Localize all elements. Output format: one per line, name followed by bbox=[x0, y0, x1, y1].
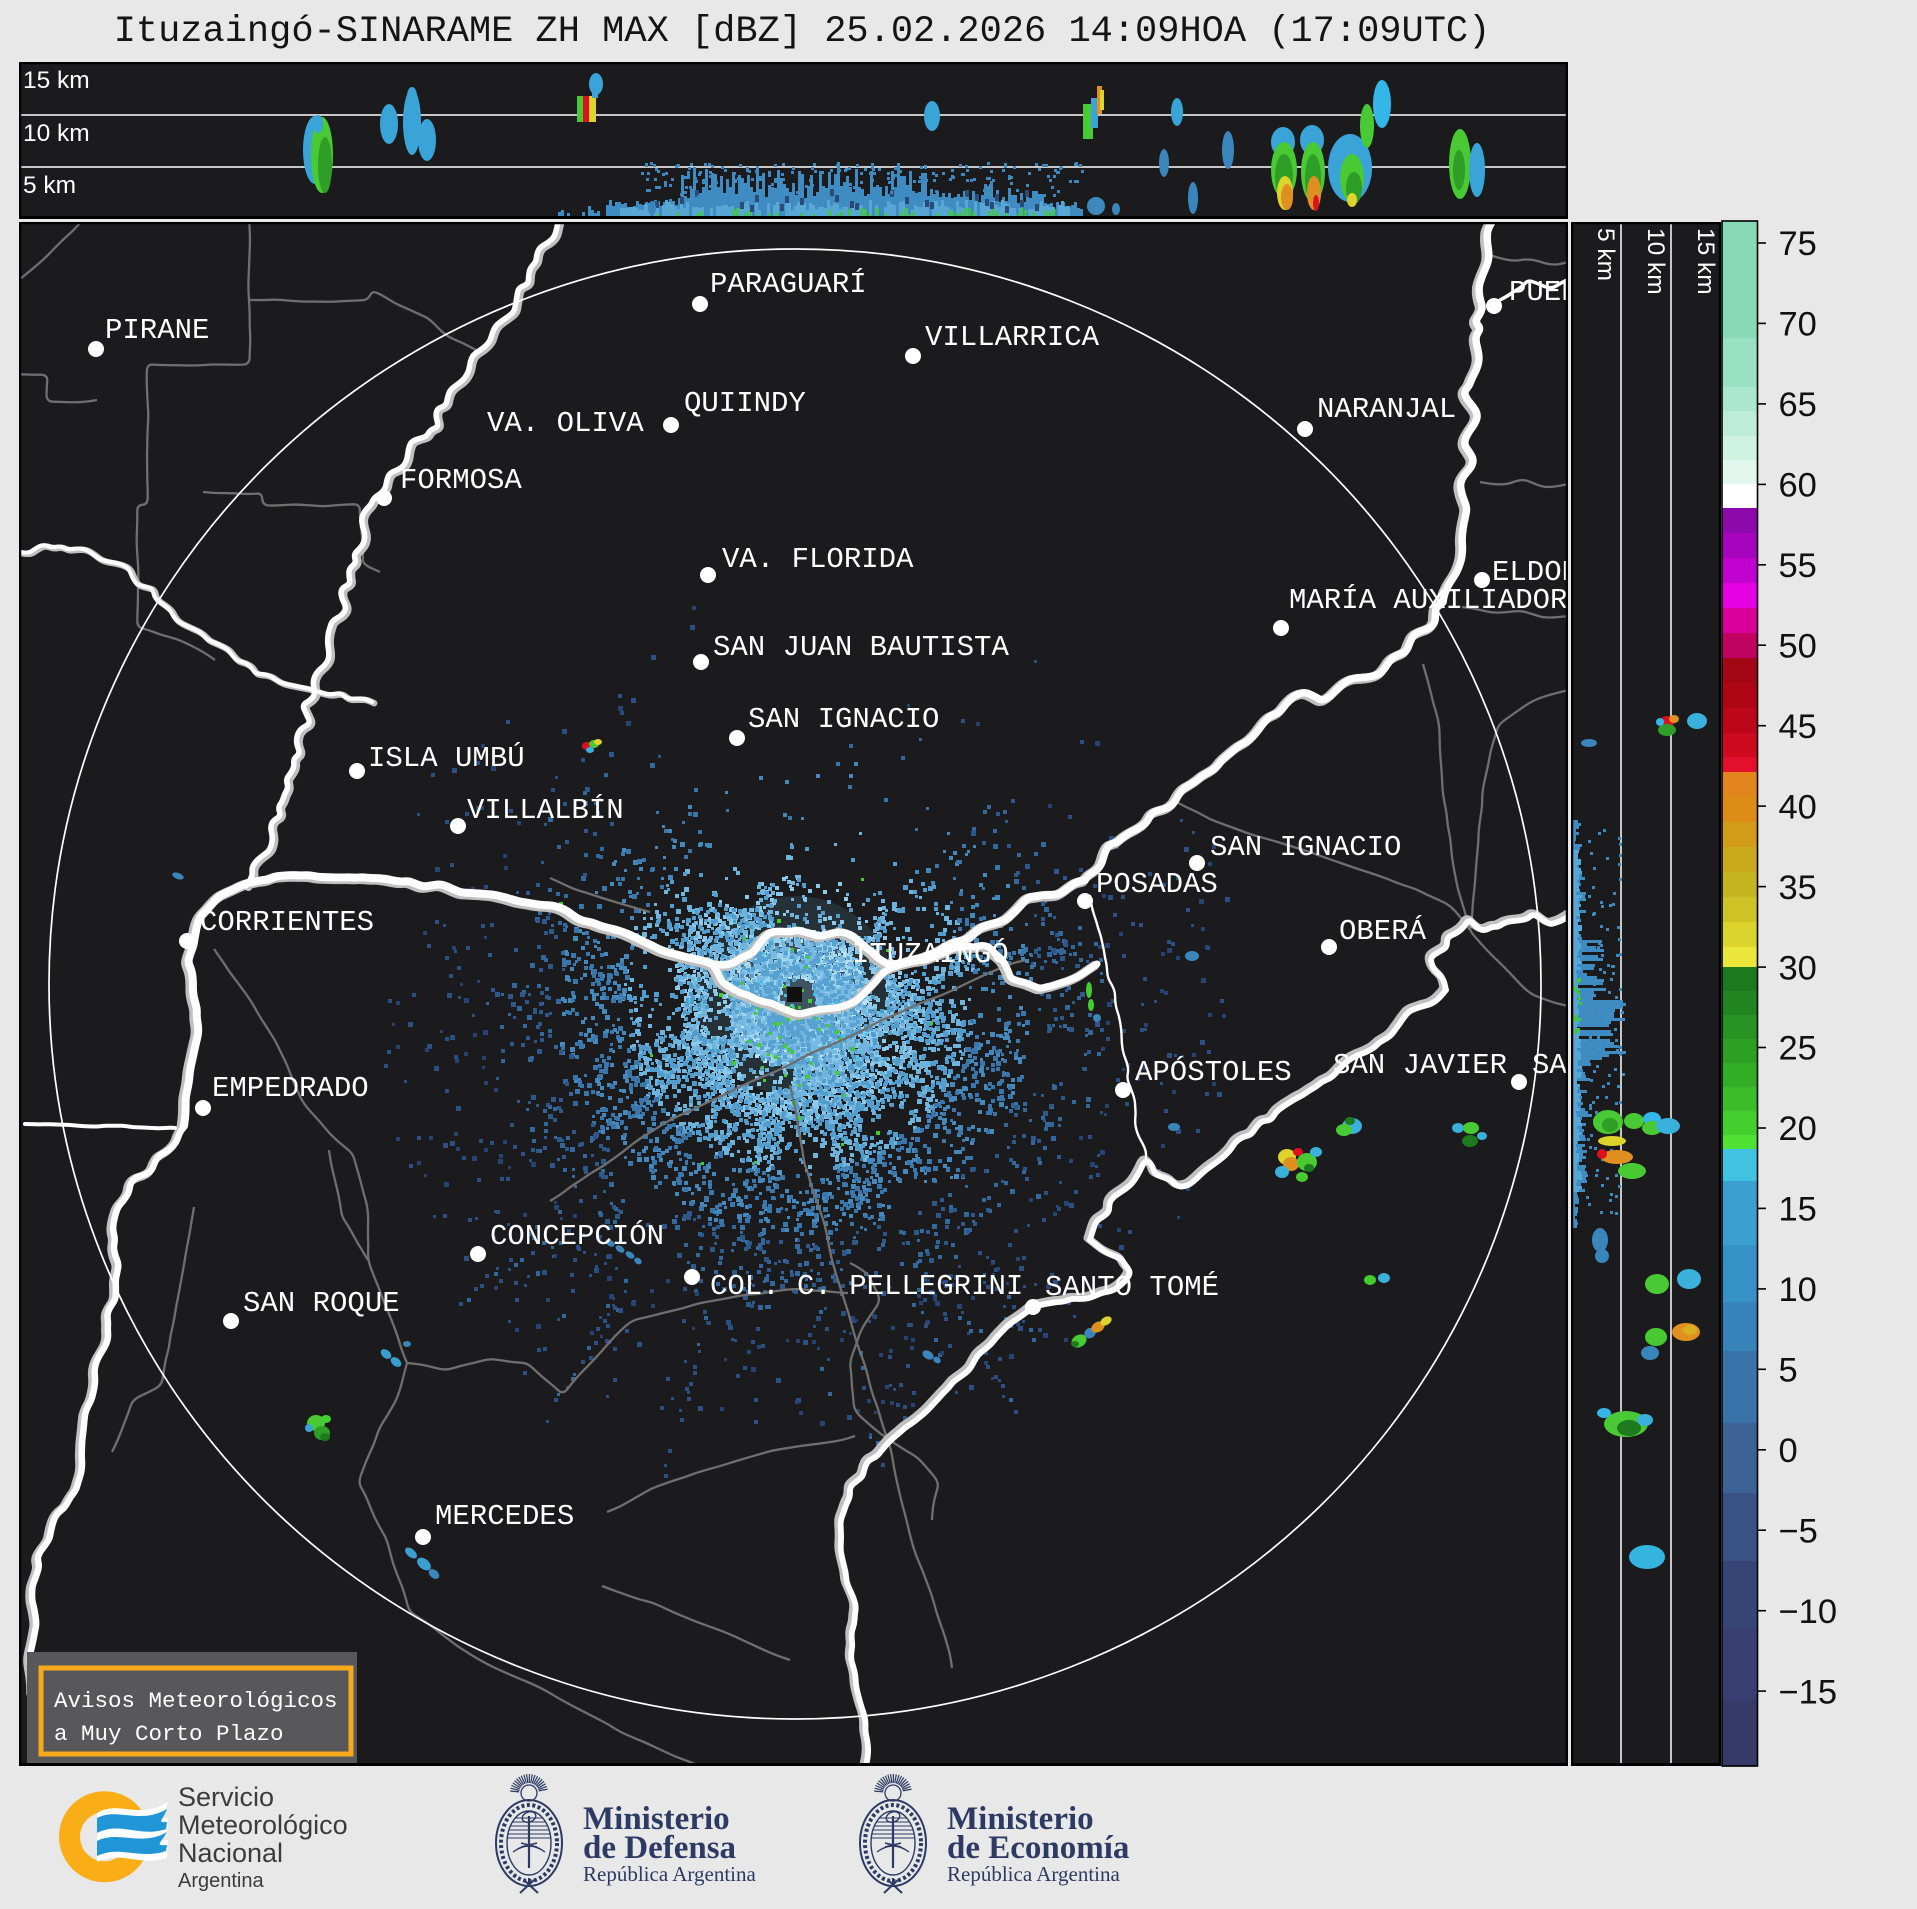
svg-text:0: 0 bbox=[1779, 1432, 1798, 1470]
svg-text:55: 55 bbox=[1779, 547, 1817, 585]
svg-text:PIRANE: PIRANE bbox=[105, 314, 209, 347]
svg-text:SAN ROQUE: SAN ROQUE bbox=[243, 1287, 400, 1320]
svg-text:35: 35 bbox=[1779, 869, 1817, 907]
svg-text:POSADAS: POSADAS bbox=[1096, 868, 1218, 901]
svg-text:10 km: 10 km bbox=[23, 120, 90, 147]
svg-text:FORMOSA: FORMOSA bbox=[400, 464, 522, 497]
svg-text:COL. C. PELLEGRINI: COL. C. PELLEGRINI bbox=[710, 1270, 1023, 1303]
svg-text:PUERTO RICO: PUERTO RICO bbox=[1509, 276, 1568, 309]
svg-text:SANTO TOMÉ: SANTO TOMÉ bbox=[1045, 1270, 1219, 1304]
svg-text:20: 20 bbox=[1779, 1110, 1817, 1148]
svg-text:ISLA UMBÚ: ISLA UMBÚ bbox=[368, 741, 525, 775]
svg-text:OBERÁ: OBERÁ bbox=[1339, 914, 1427, 948]
svg-text:Ministerio: Ministerio bbox=[947, 1801, 1094, 1837]
svg-text:República Argentina: República Argentina bbox=[583, 1862, 756, 1886]
svg-text:de Economía: de Economía bbox=[947, 1830, 1129, 1866]
svg-text:Ministerio: Ministerio bbox=[583, 1801, 730, 1837]
svg-text:VILLALBÍN: VILLALBÍN bbox=[467, 793, 624, 827]
svg-text:10: 10 bbox=[1779, 1271, 1817, 1309]
svg-text:5: 5 bbox=[1779, 1352, 1798, 1390]
svg-text:SAN IGNACIO: SAN IGNACIO bbox=[748, 703, 939, 736]
svg-text:QUIINDY: QUIINDY bbox=[684, 387, 806, 420]
svg-text:−10: −10 bbox=[1779, 1593, 1838, 1631]
svg-text:25: 25 bbox=[1779, 1030, 1817, 1068]
svg-text:SAN: SAN bbox=[1532, 1049, 1568, 1082]
svg-text:5 km: 5 km bbox=[23, 172, 76, 199]
svg-text:ELDORADO: ELDORADO bbox=[1492, 556, 1568, 589]
svg-text:Argentina: Argentina bbox=[178, 1870, 264, 1892]
svg-text:−15: −15 bbox=[1779, 1673, 1838, 1711]
svg-text:10 km: 10 km bbox=[1642, 228, 1669, 295]
svg-text:−5: −5 bbox=[1779, 1512, 1818, 1550]
svg-text:MARÍA AUXILIADORA: MARÍA AUXILIADORA bbox=[1289, 583, 1568, 617]
svg-text:15 km: 15 km bbox=[23, 67, 90, 94]
svg-text:MERCEDES: MERCEDES bbox=[435, 1500, 574, 1533]
svg-text:Meteorológico: Meteorológico bbox=[178, 1810, 348, 1840]
svg-text:de Defensa: de Defensa bbox=[583, 1830, 736, 1866]
svg-text:60: 60 bbox=[1779, 467, 1817, 505]
svg-text:Nacional: Nacional bbox=[178, 1838, 283, 1868]
svg-text:República Argentina: República Argentina bbox=[947, 1862, 1120, 1886]
svg-text:ITUZAINGÓ: ITUZAINGÓ bbox=[852, 937, 1009, 971]
svg-text:CORRIENTES: CORRIENTES bbox=[200, 906, 374, 939]
svg-text:EMPEDRADO: EMPEDRADO bbox=[212, 1072, 369, 1105]
svg-text:APÓSTOLES: APÓSTOLES bbox=[1135, 1055, 1292, 1089]
svg-text:SAN JUAN BAUTISTA: SAN JUAN BAUTISTA bbox=[713, 631, 1009, 664]
svg-text:50: 50 bbox=[1779, 628, 1817, 666]
svg-text:45: 45 bbox=[1779, 708, 1817, 746]
svg-text:NARANJAL: NARANJAL bbox=[1317, 393, 1456, 426]
svg-text:65: 65 bbox=[1779, 386, 1817, 424]
svg-text:70: 70 bbox=[1779, 306, 1817, 344]
svg-text:VA. FLORIDA: VA. FLORIDA bbox=[722, 543, 914, 576]
svg-text:Servicio: Servicio bbox=[178, 1782, 274, 1812]
svg-text:30: 30 bbox=[1779, 949, 1817, 987]
svg-text:75: 75 bbox=[1779, 225, 1817, 263]
svg-text:VILLARRICA: VILLARRICA bbox=[925, 321, 1100, 354]
svg-text:PARAGUARÍ: PARAGUARÍ bbox=[710, 267, 867, 301]
svg-text:SAN JAVIER: SAN JAVIER bbox=[1333, 1049, 1507, 1082]
svg-text:5 km: 5 km bbox=[1592, 228, 1619, 281]
svg-text:a Muy Corto Plazo: a Muy Corto Plazo bbox=[54, 1721, 284, 1747]
svg-text:15: 15 bbox=[1779, 1191, 1817, 1229]
svg-text:15 km: 15 km bbox=[1692, 228, 1719, 295]
svg-text:CONCEPCIÓN: CONCEPCIÓN bbox=[490, 1219, 664, 1253]
svg-text:Avisos Meteorológicos: Avisos Meteorológicos bbox=[54, 1688, 338, 1714]
svg-text:40: 40 bbox=[1779, 788, 1817, 826]
svg-text:VA. OLIVA: VA. OLIVA bbox=[487, 407, 644, 440]
svg-text:SAN IGNACIO: SAN IGNACIO bbox=[1210, 831, 1401, 864]
